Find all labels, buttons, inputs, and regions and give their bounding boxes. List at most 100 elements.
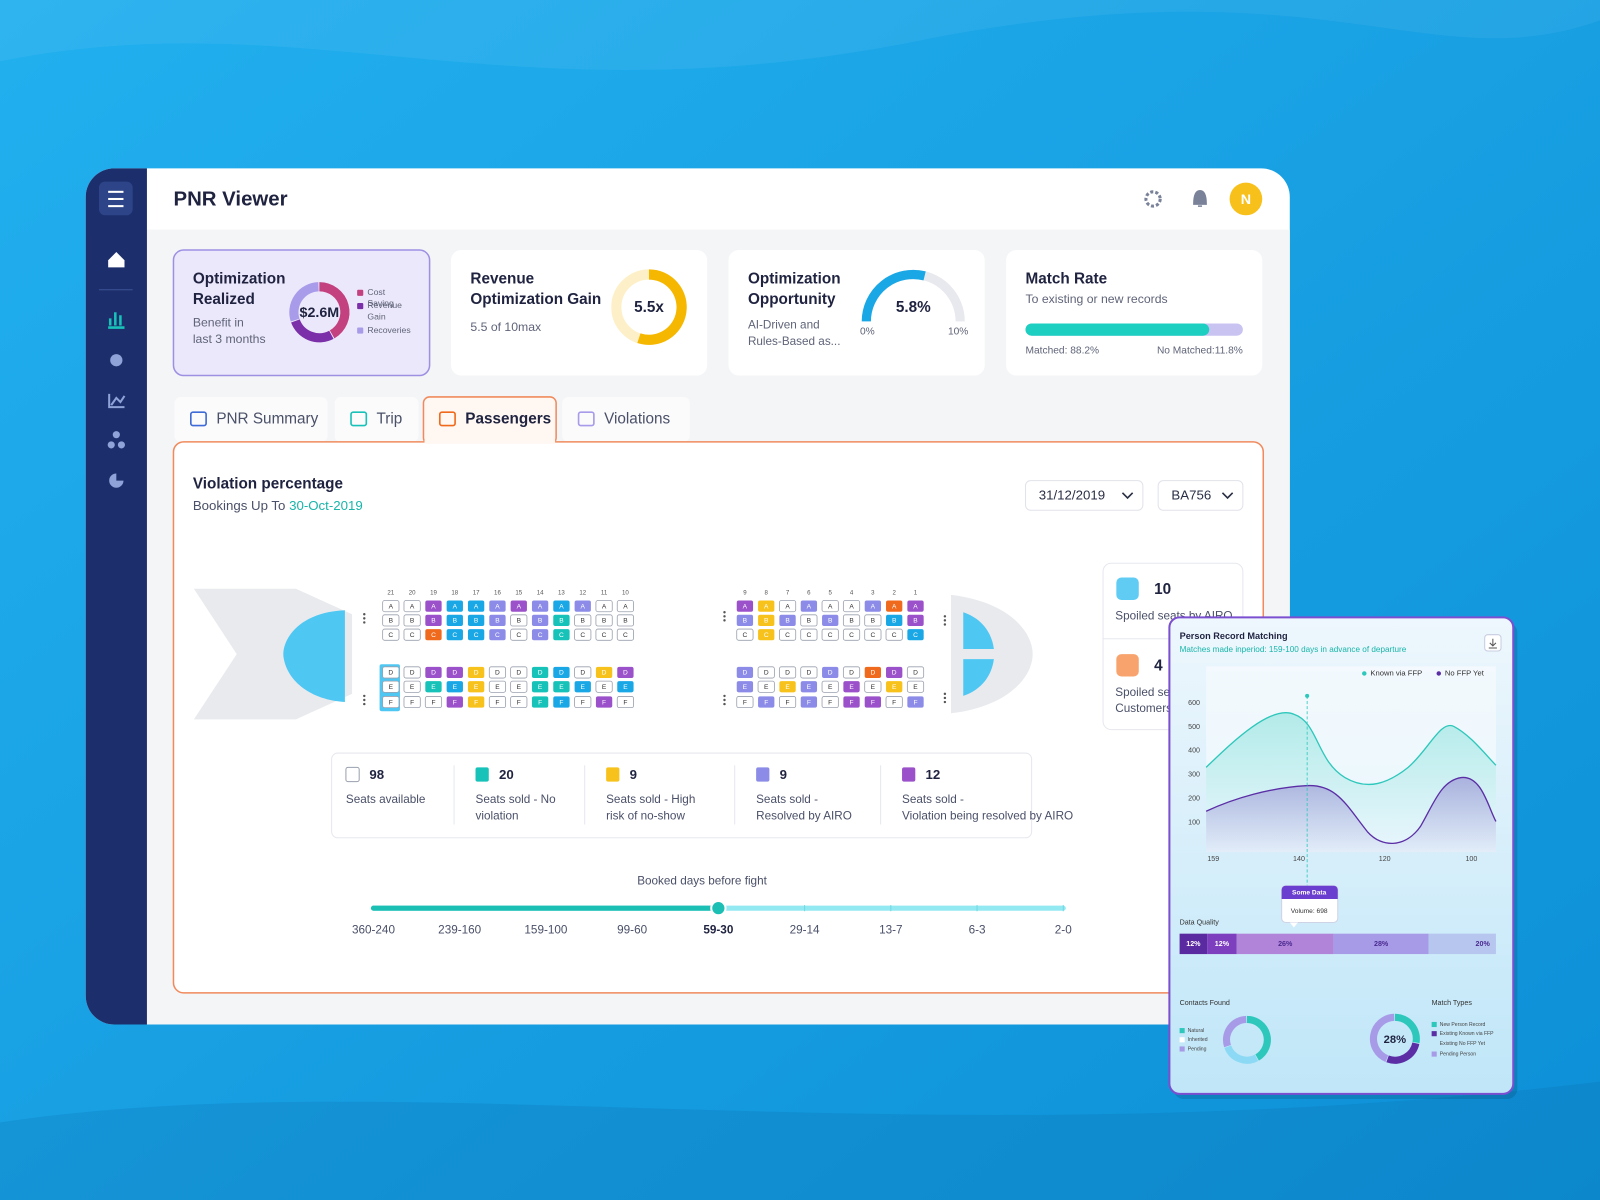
seat <box>758 614 775 627</box>
card-title: Optimization Opportunity <box>748 271 845 308</box>
seat <box>778 600 797 613</box>
kpi-card <box>172 249 431 377</box>
dropdown[interactable] <box>1157 480 1244 511</box>
seat-letter: C <box>913 632 918 639</box>
seat-letter: E <box>807 684 812 691</box>
notification-icon[interactable] <box>1193 190 1207 207</box>
panel-subtitle: Bookings Up To 30-Oct-2019 <box>193 498 363 513</box>
section-title: Contacts Found <box>1180 999 1230 1007</box>
seat <box>800 628 818 641</box>
card-title: Match Rate <box>1026 271 1108 288</box>
timeline-knob[interactable] <box>710 900 727 917</box>
seat <box>382 696 400 709</box>
timeline-label: 13-7 <box>879 924 902 937</box>
y-tick-label: 300 <box>1188 771 1200 779</box>
seat <box>864 600 882 612</box>
seat-letter: D <box>538 670 543 677</box>
seat <box>595 696 613 708</box>
card-subtitle: To existing or new records <box>1026 292 1168 306</box>
seat-letter: D <box>806 670 811 677</box>
exit-dot <box>723 615 726 618</box>
seat <box>403 696 421 709</box>
tab[interactable] <box>174 396 328 442</box>
nav-users[interactable] <box>110 354 123 367</box>
legend-label: Seats sold - Resolved by AIRO <box>756 793 852 822</box>
y-tick-label: 600 <box>1188 699 1200 707</box>
legend-label: Inherited <box>1188 1037 1208 1043</box>
nav-network[interactable] <box>107 441 115 449</box>
dropdown[interactable] <box>1025 480 1144 511</box>
row-number: 9 <box>743 589 747 596</box>
seat-letter: F <box>743 699 747 706</box>
tab[interactable] <box>562 396 690 442</box>
seat <box>595 600 613 613</box>
seat-letter: B <box>410 618 415 625</box>
nav-network[interactable] <box>112 431 120 439</box>
seat-letter: B <box>453 618 458 625</box>
nav-home[interactable] <box>108 252 125 268</box>
seat <box>574 628 592 641</box>
seat-letter: D <box>623 670 628 677</box>
seat-letter: E <box>538 684 543 691</box>
seat <box>779 681 796 693</box>
seat <box>488 696 507 709</box>
seat <box>736 600 754 612</box>
seat-letter: E <box>453 684 458 691</box>
timeline-label: 360-240 <box>352 924 395 937</box>
seat-letter: E <box>892 684 897 691</box>
seat-letter: E <box>849 684 854 691</box>
tab-label: Trip <box>377 410 403 427</box>
seat-letter: C <box>495 632 500 639</box>
seat <box>382 666 400 679</box>
timeline-label: 2-0 <box>1055 924 1072 937</box>
seat-letter: B <box>785 618 790 625</box>
seat <box>553 600 570 612</box>
legend-label: No FFP Yet <box>1445 668 1485 677</box>
donut-segment <box>319 282 350 339</box>
seat <box>736 681 754 693</box>
nav-reports[interactable] <box>108 393 126 409</box>
seat <box>779 614 796 627</box>
overlay-title: Person Record Matching <box>1180 631 1288 641</box>
seat-letter: F <box>431 699 435 706</box>
row-number: 4 <box>850 589 854 596</box>
seat-letter: E <box>623 684 628 691</box>
row-number: 7 <box>786 589 790 596</box>
seat-letter: E <box>913 684 918 691</box>
donut-center: $2.6M <box>300 305 340 321</box>
nav-network[interactable] <box>117 441 125 449</box>
legend-label: Natural <box>1188 1028 1204 1034</box>
tab[interactable] <box>334 396 419 442</box>
seat-letter: A <box>743 603 748 610</box>
seat-letter: D <box>892 670 897 677</box>
exit-dot <box>723 611 726 614</box>
avatar-initial: N <box>1241 192 1251 208</box>
seat <box>446 696 463 708</box>
seat <box>778 628 797 641</box>
seat <box>822 614 839 627</box>
exit-dot <box>943 623 947 626</box>
legend-swatch <box>1431 1051 1437 1057</box>
row-number: 20 <box>409 589 416 596</box>
nav-pie[interactable] <box>109 473 124 488</box>
seat <box>467 600 485 612</box>
seat-letter: A <box>892 603 897 610</box>
row-number: 17 <box>473 589 480 596</box>
nav-analytics[interactable] <box>108 312 125 329</box>
avatar[interactable] <box>1229 182 1263 216</box>
seat <box>864 696 882 708</box>
exit-dot <box>363 621 366 624</box>
dropdown-value: 31/12/2019 <box>1039 487 1105 502</box>
tooltip-header <box>1281 885 1338 899</box>
donut-segment <box>1246 1015 1271 1061</box>
seat <box>821 628 839 641</box>
seat <box>907 629 924 641</box>
settings-icon[interactable] <box>1144 190 1162 208</box>
legend-dot <box>1436 671 1442 676</box>
seat <box>757 680 775 693</box>
seat-letter: A <box>474 603 479 610</box>
seat <box>467 681 485 693</box>
overlay-subtitle: Matches made inperiod: 159-100 days in a… <box>1180 645 1407 654</box>
seat-letter: F <box>602 699 606 706</box>
seat <box>553 614 570 627</box>
